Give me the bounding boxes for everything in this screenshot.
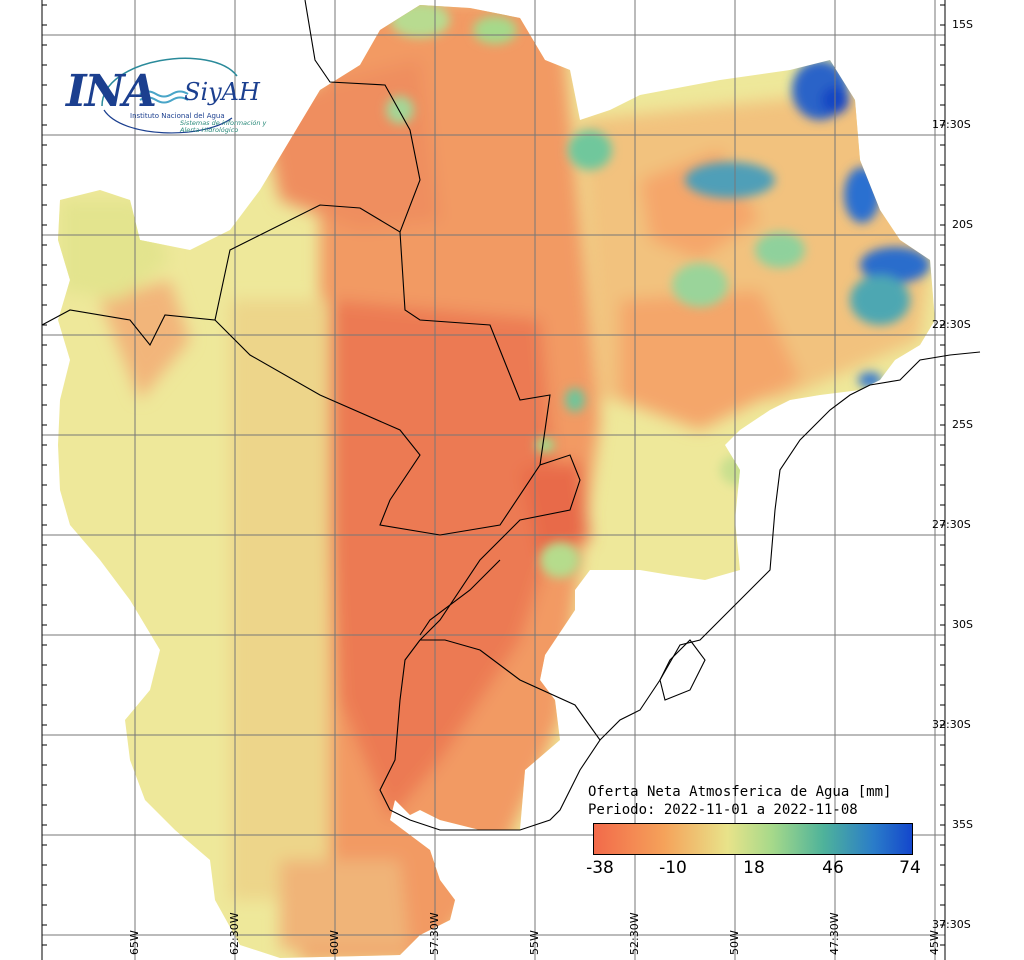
legend-variable: Oferta Neta Atmosferica de Agua [mm] bbox=[588, 784, 892, 800]
lon-label: 57:30W bbox=[428, 912, 441, 955]
lat-label: 17:30S bbox=[932, 118, 971, 131]
lat-label: 32:30S bbox=[932, 718, 971, 731]
logo-ina-text: INA bbox=[66, 66, 157, 117]
lat-label: 20S bbox=[952, 218, 973, 231]
colorbar-tick: 74 bbox=[899, 858, 921, 878]
lat-label: 22:30S bbox=[932, 318, 971, 331]
logo-swoosh-icon bbox=[101, 57, 238, 134]
lat-label: 35S bbox=[952, 818, 973, 831]
logo-system-text: Sistemas de información y Alerta Hidroló… bbox=[180, 119, 267, 134]
lon-label: 47:30W bbox=[828, 912, 841, 955]
lon-label: 45W bbox=[928, 930, 941, 955]
colorbar-tick: 46 bbox=[822, 858, 844, 878]
lon-label: 50W bbox=[728, 930, 741, 955]
graticule bbox=[42, 0, 945, 960]
logo-institution-text: Instituto Nacional del Agua bbox=[130, 112, 225, 120]
legend-title: Oferta Neta Atmosferica de Agua [mm] Per… bbox=[588, 783, 891, 819]
colorbar bbox=[593, 823, 913, 855]
logo-siyah-text: SiyAH bbox=[184, 78, 260, 106]
lon-label: 55W bbox=[528, 930, 541, 955]
lat-label: 37:30S bbox=[932, 918, 971, 931]
legend-period: Periodo: 2022-11-01 a 2022-11-08 bbox=[588, 802, 858, 818]
ina-siyah-logo: INA SiyAH Instituto Nacional del Agua Si… bbox=[62, 48, 272, 143]
colorbar-tick: 18 bbox=[743, 858, 765, 878]
colorbar-tick: -10 bbox=[659, 858, 687, 878]
lat-label: 15S bbox=[952, 18, 973, 31]
lat-label: 25S bbox=[952, 418, 973, 431]
lon-label: 60W bbox=[328, 930, 341, 955]
map-frame bbox=[41, 0, 946, 960]
borders bbox=[41, 0, 981, 831]
lat-label: 30S bbox=[952, 618, 973, 631]
lon-label: 65W bbox=[128, 930, 141, 955]
lon-label: 62:30W bbox=[228, 912, 241, 955]
lat-label: 27:30S bbox=[932, 518, 971, 531]
colorbar-tick: -38 bbox=[586, 858, 614, 878]
lon-label: 52:30W bbox=[628, 912, 641, 955]
